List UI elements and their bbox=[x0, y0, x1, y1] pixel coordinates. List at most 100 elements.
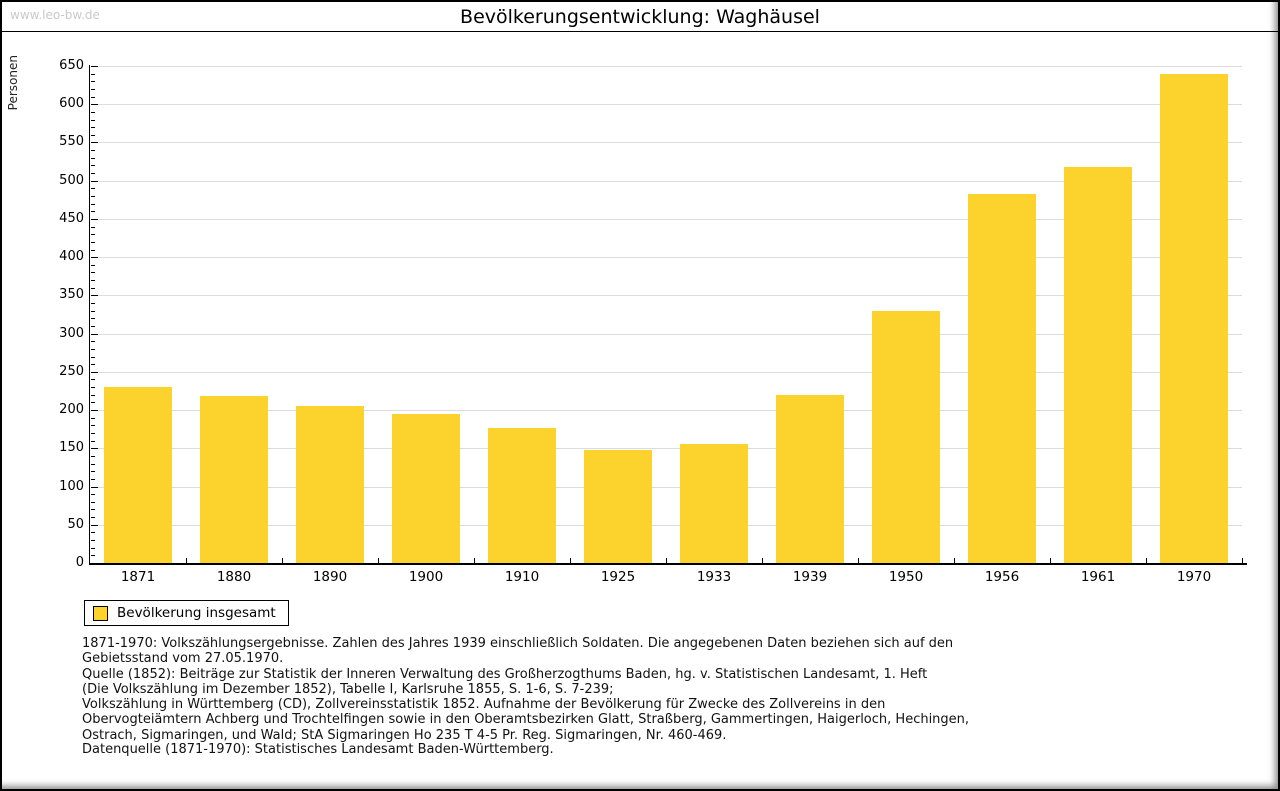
y-minor-tick bbox=[91, 356, 95, 358]
y-minor-tick bbox=[91, 88, 95, 90]
x-tick bbox=[570, 558, 571, 563]
data-source-note: Datenquelle (1871-1970): Statistisches L… bbox=[82, 742, 554, 757]
gridline bbox=[91, 524, 1242, 526]
y-minor-tick bbox=[91, 280, 95, 282]
y-minor-tick bbox=[91, 532, 95, 534]
gridline bbox=[91, 257, 1242, 259]
x-tick bbox=[1050, 558, 1051, 563]
y-tick-label: 350 bbox=[59, 287, 84, 303]
y-minor-tick bbox=[91, 134, 95, 136]
source-notes: 1871-1970: Volkszählungsergebnisse. Zahl… bbox=[82, 636, 970, 743]
y-minor-tick bbox=[91, 226, 95, 228]
gridline bbox=[91, 333, 1242, 335]
x-tick bbox=[1242, 558, 1243, 563]
legend-label: Bevölkerung insgesamt bbox=[117, 605, 276, 621]
y-minor-tick bbox=[91, 379, 95, 381]
y-minor-tick bbox=[91, 325, 95, 327]
y-minor-tick bbox=[91, 433, 95, 434]
x-tick bbox=[474, 558, 475, 563]
y-minor-tick bbox=[91, 203, 95, 205]
bar-1961 bbox=[1064, 166, 1132, 563]
y-minor-tick bbox=[91, 440, 95, 442]
bar-1939 bbox=[776, 394, 844, 563]
y-minor-tick bbox=[91, 119, 95, 121]
x-tick-label: 1961 bbox=[1080, 569, 1116, 585]
bar-1900 bbox=[392, 413, 460, 563]
y-minor-tick bbox=[91, 425, 95, 427]
y-minor-tick bbox=[91, 318, 95, 320]
y-minor-tick bbox=[91, 73, 95, 75]
y-minor-tick bbox=[91, 287, 95, 289]
y-minor-tick bbox=[91, 509, 95, 511]
x-tick bbox=[1146, 558, 1147, 563]
y-minor-tick bbox=[91, 455, 95, 457]
bar-1950 bbox=[872, 310, 940, 563]
y-major-tick bbox=[91, 295, 98, 297]
y-minor-tick bbox=[91, 249, 95, 251]
y-minor-tick bbox=[91, 303, 95, 305]
y-minor-tick bbox=[91, 96, 95, 98]
x-tick-label: 1910 bbox=[504, 569, 540, 585]
y-major-tick bbox=[91, 180, 98, 182]
x-tick-label: 1956 bbox=[984, 569, 1020, 585]
y-major-tick bbox=[91, 524, 98, 526]
y-major-tick bbox=[91, 218, 98, 220]
y-minor-tick bbox=[91, 463, 95, 465]
y-minor-tick bbox=[91, 195, 95, 197]
bar-1956 bbox=[968, 193, 1036, 563]
y-tick-label: 450 bbox=[59, 210, 84, 226]
x-tick-label: 1925 bbox=[600, 569, 636, 585]
y-tick-label: 200 bbox=[59, 402, 84, 418]
y-minor-tick bbox=[91, 364, 95, 366]
x-tick-label: 1880 bbox=[216, 569, 252, 585]
x-tick-label: 1933 bbox=[696, 569, 732, 585]
y-tick-label: 150 bbox=[59, 440, 84, 456]
x-tick-label: 1871 bbox=[120, 569, 156, 585]
y-major-tick bbox=[91, 448, 98, 450]
y-major-tick bbox=[91, 66, 98, 67]
gridline bbox=[91, 104, 1242, 106]
y-minor-tick bbox=[91, 272, 95, 274]
gridline bbox=[91, 295, 1242, 297]
bar-1871 bbox=[104, 387, 172, 563]
y-minor-tick bbox=[91, 478, 95, 480]
x-tick-label: 1950 bbox=[888, 569, 924, 585]
y-minor-tick bbox=[91, 501, 95, 503]
y-tick-label: 300 bbox=[59, 325, 84, 341]
x-tick-label: 1900 bbox=[408, 569, 444, 585]
y-tick-label: 50 bbox=[67, 516, 84, 532]
y-minor-tick bbox=[91, 517, 95, 519]
y-tick-label: 400 bbox=[59, 249, 84, 265]
y-tick-label: 250 bbox=[59, 363, 84, 379]
gridline bbox=[91, 66, 1242, 67]
gridline bbox=[91, 410, 1242, 412]
y-minor-tick bbox=[91, 165, 95, 167]
gridline bbox=[91, 180, 1242, 182]
y-minor-tick bbox=[91, 547, 95, 549]
y-minor-tick bbox=[91, 341, 95, 343]
bar-1925 bbox=[584, 449, 652, 563]
y-minor-tick bbox=[91, 471, 95, 473]
x-tick bbox=[378, 558, 379, 563]
y-minor-tick bbox=[91, 417, 95, 419]
gridline bbox=[91, 486, 1242, 488]
x-tick bbox=[762, 558, 763, 563]
y-major-tick bbox=[91, 333, 98, 335]
y-axis-line bbox=[89, 65, 90, 564]
y-tick-label: 0 bbox=[75, 555, 84, 570]
y-minor-tick bbox=[91, 173, 95, 175]
gridline bbox=[91, 448, 1242, 450]
y-tick-label: 100 bbox=[59, 478, 84, 494]
y-tick-label: 550 bbox=[59, 134, 84, 150]
y-minor-tick bbox=[91, 157, 95, 159]
y-major-tick bbox=[91, 104, 98, 106]
gridline bbox=[91, 371, 1242, 373]
y-minor-tick bbox=[91, 81, 95, 83]
bar-1933 bbox=[680, 444, 748, 563]
bar-1970 bbox=[1160, 73, 1228, 563]
bar-1880 bbox=[200, 395, 268, 563]
y-tick-label: 500 bbox=[59, 172, 84, 188]
y-minor-tick bbox=[91, 264, 95, 266]
x-tick bbox=[186, 558, 187, 563]
